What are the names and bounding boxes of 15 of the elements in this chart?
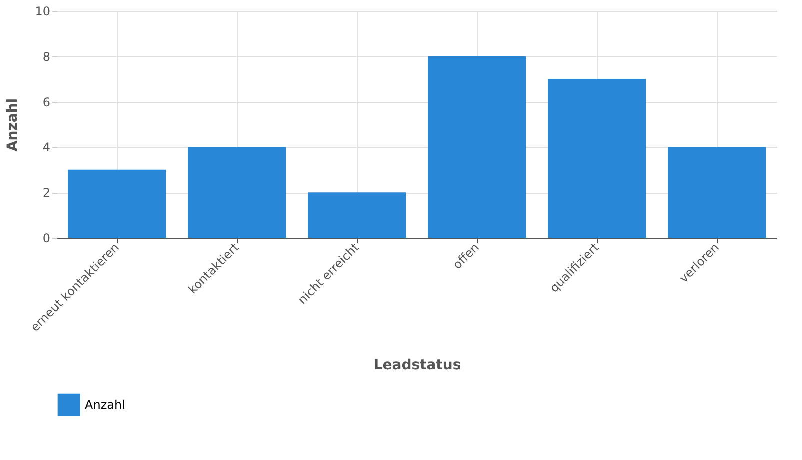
y-tick-label: 10 (35, 4, 50, 18)
y-tick-label: 0 (42, 232, 50, 246)
bar (68, 170, 166, 238)
x-axis-title: Leadstatus (374, 358, 462, 374)
y-tick-label: 2 (42, 186, 50, 200)
bar (668, 147, 766, 238)
bar (308, 192, 406, 238)
bar (428, 56, 526, 238)
legend-label: Anzahl (85, 398, 126, 412)
y-axis-title: Anzahl (5, 98, 22, 152)
y-tick-label: 6 (42, 95, 50, 110)
bar (548, 79, 646, 238)
y-tick-label: 4 (42, 140, 50, 155)
bar (188, 147, 286, 238)
y-tick-label: 8 (42, 50, 50, 64)
